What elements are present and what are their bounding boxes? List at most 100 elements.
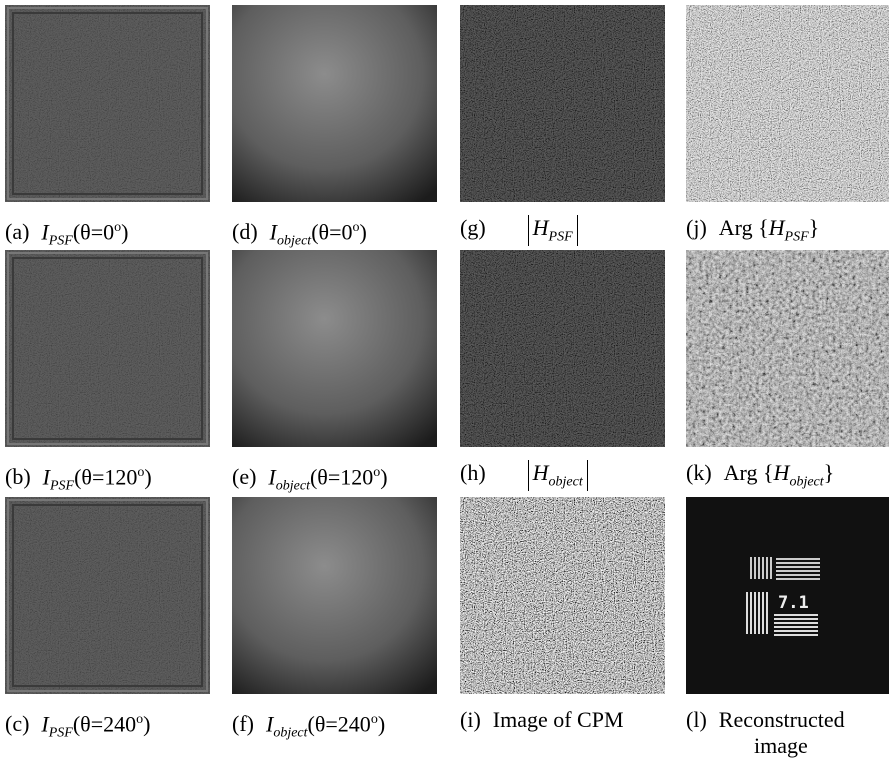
caption-subscript: PSF [549, 229, 573, 244]
caption-subscript: PSF [785, 229, 809, 244]
caption: (c)IPSF(θ=240o) [5, 707, 150, 747]
panel-image: 7.1 [686, 497, 889, 694]
panel-image [5, 497, 210, 694]
caption-prefix: Arg [719, 215, 753, 240]
bar-pattern [754, 557, 756, 579]
panel-image [686, 250, 889, 447]
caption-symbol: I [270, 219, 277, 244]
caption-degree: o [371, 712, 378, 727]
bar-pattern [776, 574, 820, 576]
caption-close: ) [359, 219, 366, 244]
image-area [5, 5, 210, 202]
caption-angle: (θ=240 [73, 711, 136, 736]
image-area [686, 5, 889, 202]
caption-brace: { [763, 460, 774, 485]
panel-label: (i) [460, 707, 481, 732]
caption: (g) HPSF [460, 215, 578, 250]
panel-image [5, 250, 210, 447]
caption-symbol: I [41, 711, 48, 736]
bar-pattern [746, 592, 748, 634]
bar-pattern [774, 622, 818, 624]
panel-image [686, 5, 889, 202]
caption-close: ) [380, 464, 387, 489]
caption-subscript: PSF [49, 726, 73, 741]
bar-pattern [774, 626, 818, 628]
caption-subscript: PSF [49, 234, 73, 249]
panel-image [232, 250, 437, 447]
caption-close: ) [144, 464, 151, 489]
panel-label: (a) [5, 219, 29, 244]
image-area [460, 497, 665, 694]
panel-label: (j) [686, 215, 707, 240]
panel-label: (l) [686, 707, 707, 732]
caption-close: ) [378, 711, 385, 736]
abs-bars: HPSF [528, 215, 578, 246]
bar-pattern [776, 562, 820, 564]
caption-subscript: object [549, 474, 583, 489]
image-area [232, 250, 437, 447]
bar-pattern [754, 592, 756, 634]
caption: (f)Iobject(θ=240o) [232, 707, 385, 747]
caption-text: Reconstructed [719, 707, 845, 732]
inset-text: 7.1 [778, 593, 809, 613]
panel-label: (g) [460, 215, 486, 240]
image-area [460, 5, 665, 202]
caption-close: } [809, 215, 820, 240]
bar-pattern [776, 578, 820, 580]
panel-image [460, 5, 665, 202]
image-area [232, 5, 437, 202]
bar-pattern [774, 634, 818, 636]
caption-text: Image of CPM [493, 707, 624, 732]
bar-pattern [774, 618, 818, 620]
caption-angle: (θ=240 [308, 711, 371, 736]
panel-label: (c) [5, 711, 29, 736]
caption-subscript: PSF [50, 479, 74, 494]
caption: (i) Image of CPM [460, 707, 624, 733]
caption-symbol: I [41, 219, 48, 244]
caption-prefix: Arg [724, 460, 758, 485]
caption-symbol: I [268, 464, 275, 489]
image-area [686, 250, 889, 447]
caption-close: ) [121, 219, 128, 244]
abs-bars: Hobject [528, 460, 588, 491]
caption-subscript: object [277, 234, 311, 249]
panel-image [232, 497, 437, 694]
caption-close: ) [143, 711, 150, 736]
panel-image [460, 250, 665, 447]
image-area [232, 497, 437, 694]
caption-symbol: H [769, 215, 785, 240]
caption-subscript: object [276, 479, 310, 494]
panel-image [460, 497, 665, 694]
image-area [5, 250, 210, 447]
bar-pattern [758, 592, 760, 634]
panel-label: (b) [5, 464, 31, 489]
caption-symbol: H [774, 460, 790, 485]
caption: (a)IPSF(θ=0o) [5, 215, 128, 255]
caption: (b)IPSF(θ=120o) [5, 460, 152, 500]
caption-text-line2: image [686, 733, 845, 759]
bar-pattern [776, 566, 820, 568]
panel-label: (d) [232, 219, 258, 244]
caption-angle: (θ=120 [310, 464, 373, 489]
caption: (j)Arg {HPSF} [686, 215, 819, 250]
bar-pattern [766, 557, 768, 579]
bar-pattern [750, 557, 752, 579]
bar-pattern [758, 557, 760, 579]
caption-subscript: object [789, 474, 823, 489]
caption-symbol: I [43, 464, 50, 489]
bar-pattern [770, 557, 772, 579]
caption-angle: (θ=0 [311, 219, 352, 244]
image-area [460, 250, 665, 447]
panel-label: (e) [232, 464, 256, 489]
caption: (k)Arg {Hobject} [686, 460, 834, 495]
caption-angle: (θ=0 [73, 219, 114, 244]
bar-pattern [762, 557, 764, 579]
bar-pattern [774, 630, 818, 632]
bar-pattern [776, 558, 820, 560]
caption: (d)Iobject(θ=0o) [232, 215, 367, 255]
panel-label: (f) [232, 711, 254, 736]
bar-pattern [766, 592, 768, 634]
panel-image [232, 5, 437, 202]
caption-symbol: H [533, 215, 549, 240]
